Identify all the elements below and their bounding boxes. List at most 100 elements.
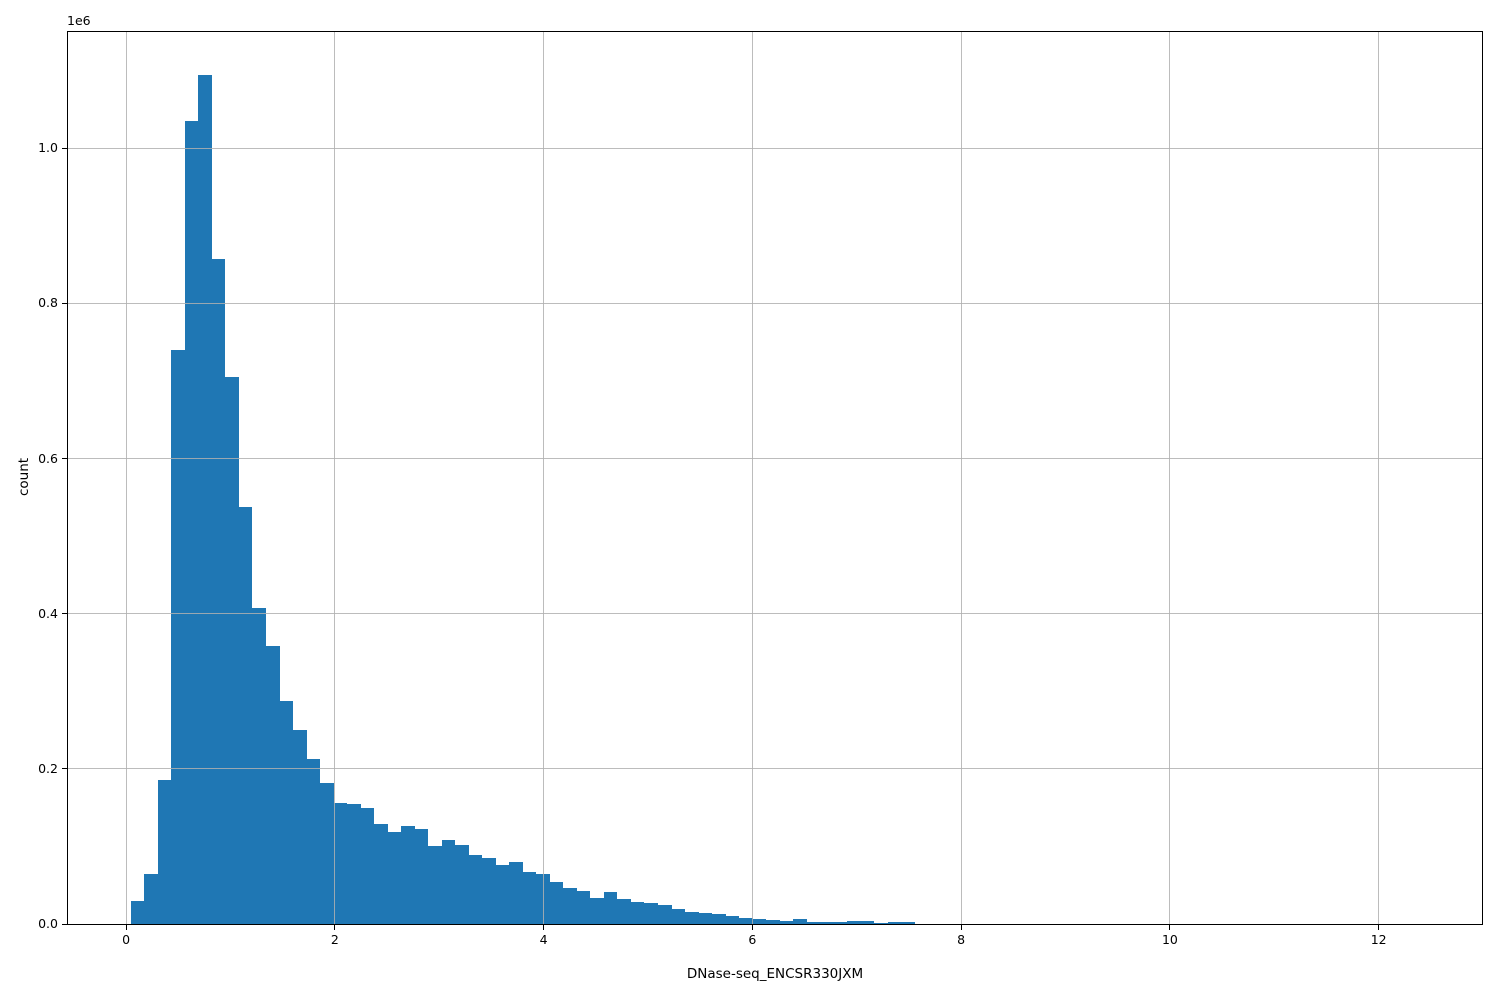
y-gridline (68, 768, 1482, 770)
x-tick-label: 6 (748, 932, 757, 947)
y-gridline (68, 147, 1482, 149)
x-tick (543, 925, 545, 930)
y-tick-label: 1.0 (38, 140, 58, 156)
histogram-bar (509, 861, 523, 924)
x-tick (751, 925, 753, 930)
x-gridline (543, 32, 545, 924)
histogram-bar (455, 844, 469, 924)
histogram-bar (657, 905, 672, 924)
histogram-bar (320, 782, 334, 924)
histogram-bar (874, 923, 888, 924)
histogram-bar (130, 900, 145, 924)
histogram-bar (576, 890, 591, 924)
y-tick-label: 0.0 (38, 916, 58, 931)
histogram-bar (428, 846, 442, 924)
x-tick (1378, 925, 1380, 930)
x-gridline (125, 32, 127, 924)
histogram-bar (293, 730, 307, 924)
y-tick-label: 0.2 (38, 760, 58, 776)
y-axis-offset-text: 1e6 (67, 13, 91, 28)
grid-layer (68, 32, 1482, 924)
x-gridline (1378, 32, 1380, 924)
histogram-bar (793, 919, 807, 924)
histogram-bar (495, 865, 510, 924)
histogram-bar (441, 840, 456, 924)
histogram-bar (211, 258, 226, 924)
y-tick (62, 923, 67, 925)
histogram-bar (752, 919, 767, 924)
histogram-bar (820, 922, 834, 924)
y-gridline (68, 302, 1482, 304)
x-tick-label: 4 (539, 932, 548, 947)
y-tick-label: 0.6 (38, 450, 58, 466)
histogram-bar (252, 607, 266, 924)
histogram-bar (644, 903, 658, 924)
histogram-bar (468, 854, 483, 924)
plot-area (67, 31, 1483, 925)
x-tick (334, 925, 336, 930)
histogram-bar (374, 823, 388, 924)
histogram-bar (184, 121, 199, 924)
histogram-bar (698, 913, 713, 924)
histogram-bar (360, 807, 375, 924)
histogram-bar (685, 911, 699, 924)
histogram-bar (779, 920, 794, 924)
histogram-bar (712, 913, 726, 924)
histogram-bar (171, 350, 185, 924)
histogram-bar (806, 921, 821, 924)
y-gridline (68, 458, 1482, 460)
y-tick-label: 0.8 (38, 295, 58, 311)
x-gridline (751, 32, 753, 924)
histogram-bar (630, 901, 645, 924)
histogram-bar (617, 899, 631, 924)
x-gridline (1169, 32, 1171, 924)
histogram-bar (225, 377, 239, 924)
histogram-bar (306, 758, 321, 924)
x-gridline (960, 32, 962, 924)
x-tick (1169, 925, 1171, 930)
y-tick (62, 613, 67, 615)
y-gridline (68, 613, 1482, 615)
x-tick (960, 925, 962, 930)
x-tick-label: 12 (1370, 932, 1387, 947)
histogram-bar (833, 922, 848, 924)
histogram-bar (549, 882, 564, 924)
y-tick (62, 458, 67, 460)
y-tick (62, 302, 67, 304)
histogram-bar (536, 874, 550, 924)
x-tick-label: 2 (330, 932, 339, 947)
histogram-bar (279, 701, 294, 924)
histogram-bar (144, 873, 158, 924)
histogram-bar (847, 920, 861, 924)
x-tick-label: 0 (122, 932, 131, 947)
histogram-bar (590, 897, 604, 924)
histogram-bar (347, 803, 361, 924)
histogram-bar (563, 887, 577, 924)
histogram-bar (414, 829, 429, 924)
y-tick (62, 768, 67, 770)
histogram-bar (387, 831, 402, 924)
bars-layer (68, 32, 1482, 924)
histogram-bar (671, 909, 686, 924)
y-tick (62, 147, 67, 149)
histogram-bar (901, 922, 915, 924)
x-tick-label: 8 (957, 932, 966, 947)
histogram-bar (266, 645, 280, 924)
x-tick-label: 10 (1161, 932, 1178, 947)
histogram-bar (157, 779, 172, 924)
histogram-bar (725, 916, 740, 924)
histogram-bar (238, 506, 253, 924)
histogram-bar (482, 858, 496, 924)
histogram-bar (766, 920, 780, 924)
x-gridline (334, 32, 336, 924)
histogram-bar (333, 803, 348, 924)
x-tick (125, 925, 127, 930)
y-tick-label: 0.4 (38, 605, 58, 621)
histogram-bar (522, 872, 537, 924)
histogram-bar (887, 921, 902, 924)
x-axis-label: DNase-seq_ENCSR330JXM (686, 966, 864, 982)
histogram-bar (401, 825, 415, 924)
histogram-bar (603, 892, 618, 924)
